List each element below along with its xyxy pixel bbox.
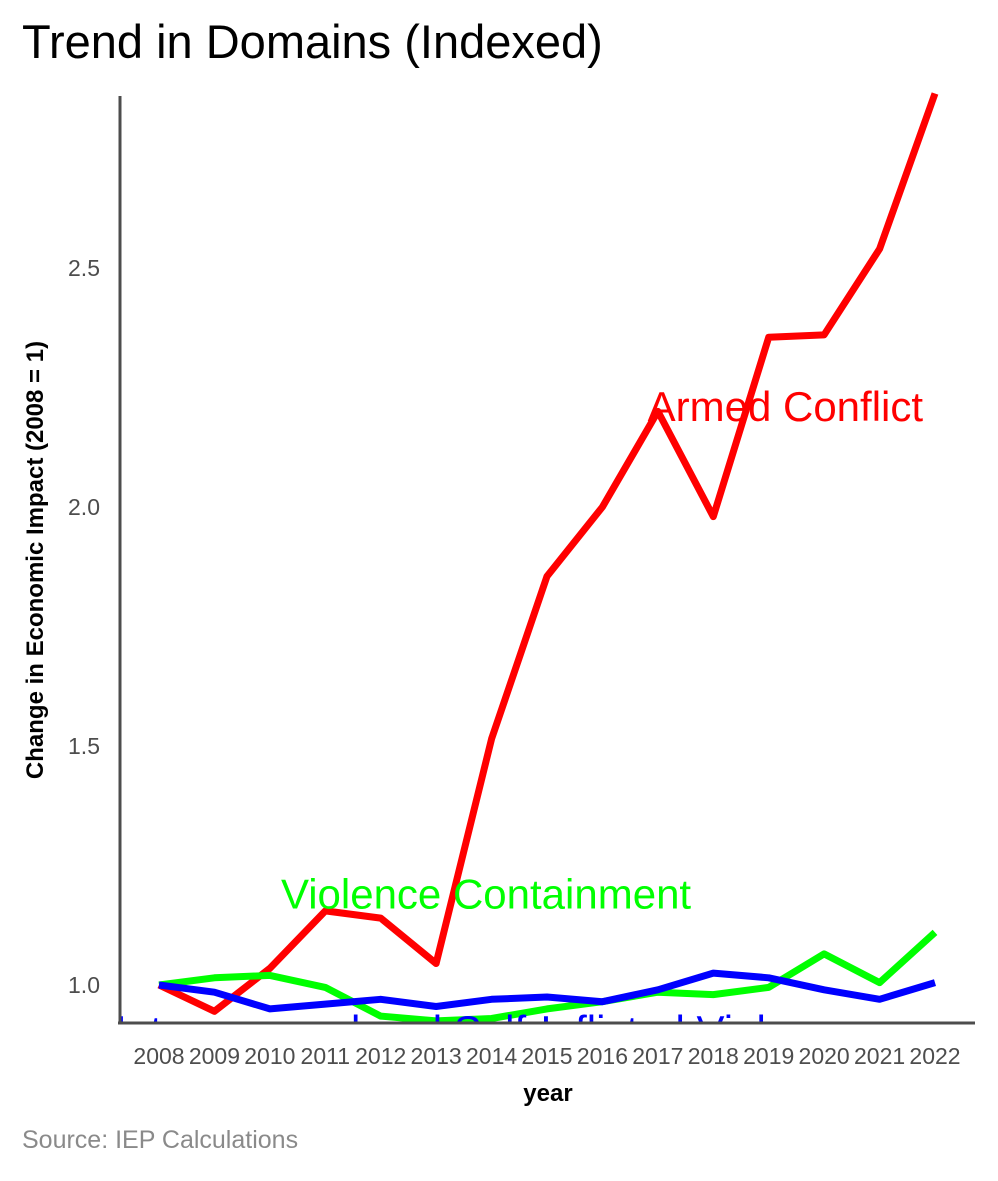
series-label-violence-containment: Violence Containment xyxy=(281,871,691,918)
x-axis-ticks: 2008 2009 2010 2011 2012 2013 2014 2015 2016 2017… xyxy=(133,1043,960,1069)
chart-title: Trend in Domains (Indexed) xyxy=(22,15,603,68)
x-tick-label: 2018 xyxy=(688,1043,739,1069)
x-tick-label: 2022 xyxy=(909,1043,960,1069)
series-label-interpersonal-and-self-inflicted-violence: Interpersonal and Self-Inflicted Violenc… xyxy=(115,1007,857,1054)
x-tick-label: 2012 xyxy=(355,1043,406,1069)
x-tick-label: 2017 xyxy=(632,1043,683,1069)
y-tick-label: 1.0 xyxy=(68,972,100,998)
y-tick-label: 2.0 xyxy=(68,494,100,520)
x-tick-label: 2010 xyxy=(244,1043,295,1069)
x-tick-label: 2013 xyxy=(411,1043,462,1069)
x-tick-label: 2019 xyxy=(743,1043,794,1069)
series-line-armed-conflict xyxy=(157,92,939,1015)
x-tick-label: 2016 xyxy=(577,1043,628,1069)
source-caption: Source: IEP Calculations xyxy=(22,1126,299,1154)
y-axis-ticks: 1.0 1.5 2.0 2.5 xyxy=(68,255,100,998)
series-label-armed-conflict: Armed Conflict xyxy=(648,383,924,430)
x-tick-label: 2020 xyxy=(799,1043,850,1069)
y-tick-label: 2.5 xyxy=(68,255,100,281)
direct-labels: Armed Conflict Violence Containment Interp… xyxy=(115,383,924,1054)
x-tick-label: 2011 xyxy=(301,1043,350,1069)
x-tick-label: 2014 xyxy=(466,1043,517,1069)
x-tick-label: 2015 xyxy=(521,1043,572,1069)
x-tick-label: 2009 xyxy=(189,1043,240,1069)
x-axis-title: year xyxy=(523,1080,572,1107)
y-tick-label: 1.5 xyxy=(68,733,100,759)
series-line-interpersonal-and-self-inflicted-violence xyxy=(158,969,937,1013)
y-axis-title: Change in Economic Impact (2008 = 1) xyxy=(22,341,49,779)
x-tick-label: 2021 xyxy=(854,1043,905,1069)
series-layer xyxy=(157,92,939,1025)
series-line-violence-containment xyxy=(158,929,938,1025)
x-tick-label: 2008 xyxy=(133,1043,184,1069)
